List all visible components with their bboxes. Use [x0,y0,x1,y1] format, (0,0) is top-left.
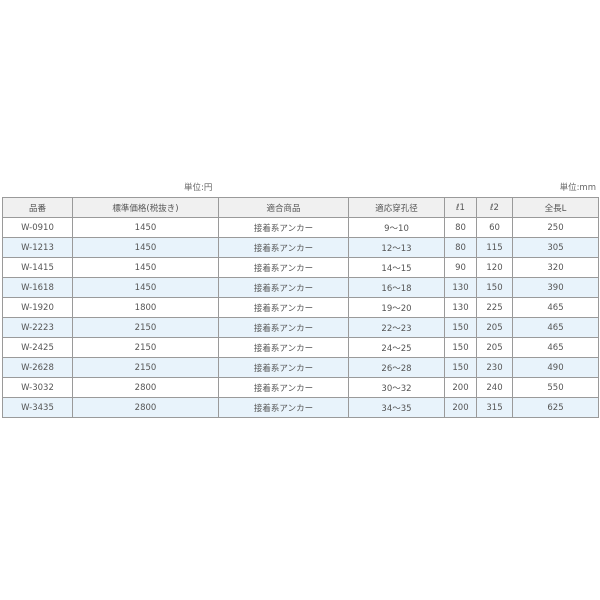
table-cell: 150 [444,357,477,378]
table-cell: 2150 [72,317,219,338]
table-cell: 80 [444,217,477,238]
table-cell: 225 [476,297,513,318]
table-cell: 接着系アンカー [218,237,349,258]
table-cell: 接着系アンカー [218,357,349,378]
table-cell: 200 [444,377,477,398]
table-cell: 60 [476,217,513,238]
table-cell: 390 [512,277,599,298]
table-header-row: 品番 標準価格(税抜き) 適合商品 適応穿孔径 ℓ1 ℓ2 全長L [2,197,599,218]
table-row: W-3032 2800 接着系アンカー 30～32 200 240 550 [2,377,599,398]
table-cell: W-1920 [2,297,73,318]
table-cell: 150 [444,317,477,338]
table-cell: 19～20 [348,297,445,318]
table-row: W-3435 2800 接着系アンカー 34～35 200 315 625 [2,397,599,418]
table-cell: 接着系アンカー [218,217,349,238]
table-cell: W-1415 [2,257,73,278]
table-cell: 1450 [72,237,219,258]
table-cell: 2150 [72,357,219,378]
table-cell: 26～28 [348,357,445,378]
table-cell: 230 [476,357,513,378]
table-cell: 2150 [72,337,219,358]
table-cell: 接着系アンカー [218,337,349,358]
table-cell: 150 [476,277,513,298]
column-header: ℓ1 [444,197,477,218]
table-cell: 接着系アンカー [218,377,349,398]
table-cell: 30～32 [348,377,445,398]
table-cell: 14～15 [348,257,445,278]
table-cell: 150 [444,337,477,358]
table-cell: 接着系アンカー [218,277,349,298]
table-cell: 465 [512,297,599,318]
table-cell: 2800 [72,377,219,398]
table-cell: W-2425 [2,337,73,358]
table-cell: W-2628 [2,357,73,378]
table-cell: 205 [476,317,513,338]
table-cell: 24～25 [348,337,445,358]
table-cell: 550 [512,377,599,398]
table-cell: 490 [512,357,599,378]
table-cell: W-3032 [2,377,73,398]
table-cell: 16～18 [348,277,445,298]
table-cell: 12～13 [348,237,445,258]
table-cell: 1450 [72,217,219,238]
table-cell: 130 [444,297,477,318]
table-cell: 200 [444,397,477,418]
table-cell: 接着系アンカー [218,317,349,338]
table-row: W-1920 1800 接着系アンカー 19～20 130 225 465 [2,297,599,318]
table-cell: W-0910 [2,217,73,238]
table-cell: 1450 [72,257,219,278]
table-cell: 305 [512,237,599,258]
table-cell: 80 [444,237,477,258]
table-row: W-2223 2150 接着系アンカー 22～23 150 205 465 [2,317,599,338]
column-header: 適応穿孔径 [348,197,445,218]
table-cell: 9～10 [348,217,445,238]
table-cell: 465 [512,317,599,338]
table-cell: W-1213 [2,237,73,258]
table-cell: 205 [476,337,513,358]
table-cell: 250 [512,217,599,238]
column-header: 全長L [512,197,599,218]
table-cell: 240 [476,377,513,398]
table-cell: 120 [476,257,513,278]
table-cell: W-3435 [2,397,73,418]
table-cell: 465 [512,337,599,358]
column-header: 標準価格(税抜き) [72,197,219,218]
table-cell: 接着系アンカー [218,397,349,418]
table-cell: 625 [512,397,599,418]
table-cell: 1800 [72,297,219,318]
table-row: W-2425 2150 接着系アンカー 24～25 150 205 465 [2,337,599,358]
table-cell: 34～35 [348,397,445,418]
table-cell: 1450 [72,277,219,298]
table-cell: 130 [444,277,477,298]
price-unit-label: 単位:円 [184,183,213,193]
table-cell: 接着系アンカー [218,297,349,318]
table-row: W-0910 1450 接着系アンカー 9～10 80 60 250 [2,217,599,238]
table-cell: 90 [444,257,477,278]
table-cell: 22～23 [348,317,445,338]
column-header: 適合商品 [218,197,349,218]
table-cell: 115 [476,237,513,258]
table-cell: 320 [512,257,599,278]
table-cell: 接着系アンカー [218,257,349,278]
table-row: W-1618 1450 接着系アンカー 16～18 130 150 390 [2,277,599,298]
product-spec-table: 品番 標準価格(税抜き) 適合商品 適応穿孔径 ℓ1 ℓ2 全長L W-0910 1450 接着… [2,197,599,418]
table-cell: W-1618 [2,277,73,298]
column-header: 品番 [2,197,73,218]
table-row: W-2628 2150 接着系アンカー 26～28 150 230 490 [2,357,599,378]
table-row: W-1213 1450 接着系アンカー 12～13 80 115 305 [2,237,599,258]
table-row: W-1415 1450 接着系アンカー 14～15 90 120 320 [2,257,599,278]
table-cell: 315 [476,397,513,418]
length-unit-label: 単位:mm [559,183,596,193]
column-header: ℓ2 [476,197,513,218]
table-cell: W-2223 [2,317,73,338]
table-cell: 2800 [72,397,219,418]
